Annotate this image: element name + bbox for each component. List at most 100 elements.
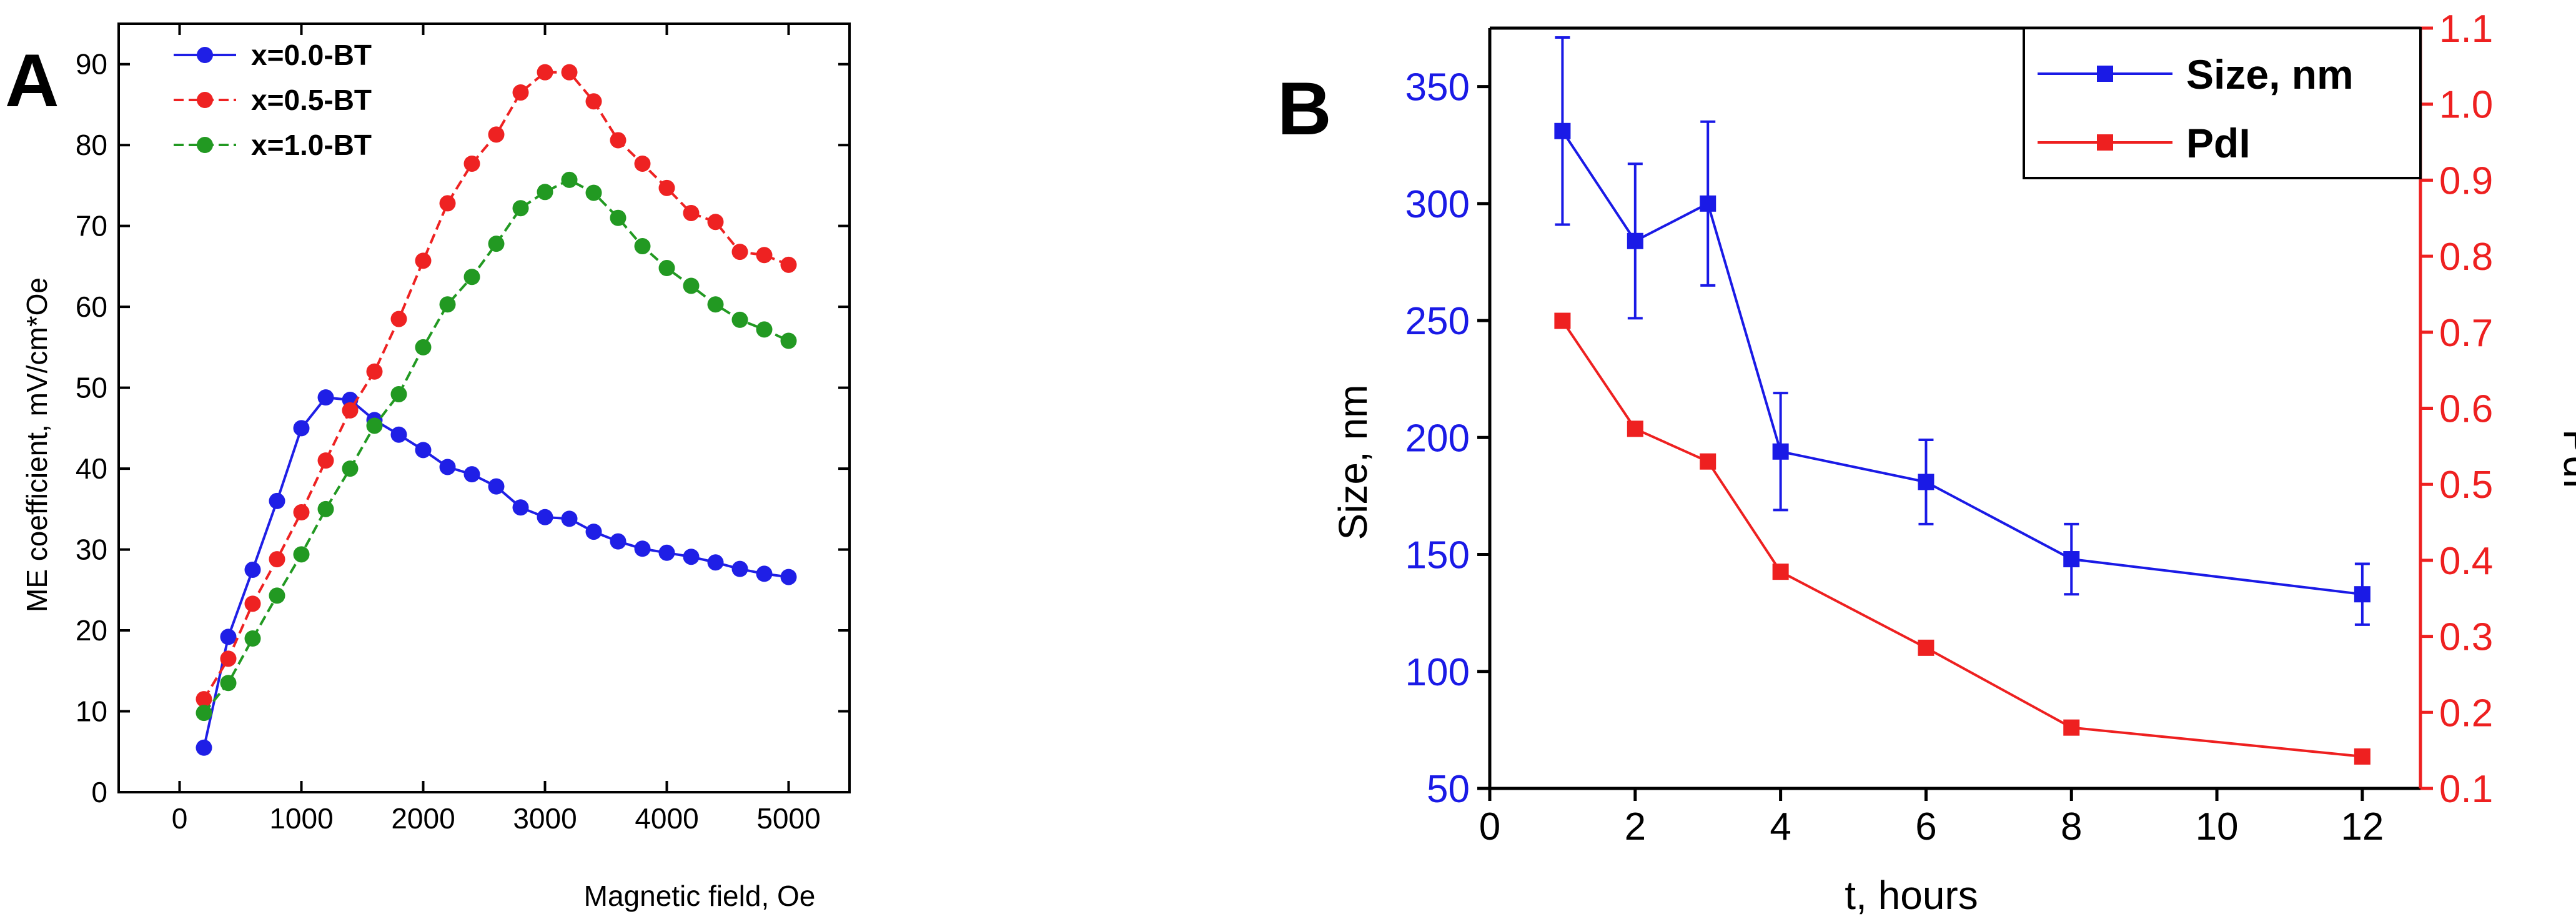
chart-a-point-0 (269, 492, 285, 509)
chart-b-ytick-label: 300 (1405, 183, 1470, 226)
chart-a-point-1 (780, 256, 797, 273)
chart-a-point-1 (439, 195, 456, 212)
chart-a-point-0 (220, 628, 237, 645)
chart-a-ytick-label: 30 (76, 534, 107, 566)
chart-a-point-2 (658, 260, 675, 277)
chart-b-xtick-label: 2 (1625, 805, 1646, 848)
chart-a-point-1 (561, 64, 578, 81)
chart-a-point-1 (342, 402, 359, 419)
chart-a-point-0 (317, 389, 334, 406)
chart-a-xtick-label: 4000 (635, 802, 698, 835)
chart-b-pdi-point (1772, 564, 1789, 580)
chart-b-legend: Size, nm PdI (2023, 27, 2422, 179)
chart-a-point-1 (390, 310, 407, 327)
chart-a-legend-label-2: x=1.0-BT (251, 129, 372, 161)
chart-b-size-point (1627, 232, 1643, 249)
chart-a-ytick-label: 10 (76, 695, 107, 728)
chart-a-point-1 (269, 551, 285, 568)
chart-a-ytick-label: 0 (91, 776, 107, 808)
chart-a-point-0 (196, 739, 212, 756)
chart-a-point-2 (537, 184, 553, 201)
chart-a-point-1 (244, 595, 261, 612)
chart-a-xtick-label: 1000 (269, 802, 333, 835)
chart-b-ytick-label: 350 (1405, 66, 1470, 109)
chart-b-pdi-line (1561, 320, 2363, 758)
chart-b-y2tick-label: 0.7 (2439, 312, 2493, 355)
chart-a-series-line-1 (202, 71, 790, 700)
chart-a-point-2 (269, 587, 285, 604)
chart-a-ytick-label: 40 (76, 452, 107, 485)
chart-a-point-2 (585, 184, 602, 201)
chart-b-pdi-point (1627, 420, 1643, 437)
chart-b-legend-marker-1 (2097, 134, 2113, 151)
chart-a-point-0 (488, 478, 505, 495)
chart-a-ytick-label: 60 (76, 291, 107, 323)
chart-a-point-1 (731, 244, 748, 261)
chart-a-point-0 (244, 561, 261, 578)
chart-a-point-2 (683, 277, 700, 294)
chart-a-legend-marker-0 (197, 47, 213, 63)
chart-a-ytick-label: 90 (76, 48, 107, 81)
chart-a-point-2 (317, 500, 334, 517)
chart-b-y2tick-label: 0.4 (2439, 540, 2493, 583)
chart-a-point-1 (683, 204, 700, 221)
chart-a-point-1 (756, 247, 773, 264)
chart-b-pdi-point (1700, 453, 1717, 470)
chart-a-point-2 (780, 332, 797, 349)
chart-b-pdi-point (1918, 639, 1934, 656)
chart-b-xtick-label: 4 (1770, 805, 1791, 848)
chart-b-size-point (1554, 122, 1571, 139)
chart-a-point-1 (293, 504, 310, 521)
chart-a-point-2 (342, 460, 359, 477)
chart-a-point-1 (634, 155, 651, 172)
chart-b-series (1554, 36, 2370, 765)
chart-a-point-0 (658, 544, 675, 561)
chart-a-point-2 (439, 296, 456, 313)
chart-a-point-0 (537, 509, 553, 525)
chart-a-point-0 (439, 459, 456, 475)
chart-a-point-2 (244, 630, 261, 647)
chart-a-point-2 (293, 546, 310, 563)
chart-b-axes: 0 2 4 6 8 10 12 50 100 150 200 250 300 350 0.1 0.2 0.3 0.… (1405, 7, 2494, 848)
chart-a-ytick-label: 20 (76, 614, 107, 647)
chart-a-xtick-label: 5000 (756, 802, 820, 835)
chart-a-point-1 (463, 155, 480, 172)
chart-a-point-2 (731, 311, 748, 328)
chart-a-point-1 (610, 132, 627, 149)
chart-a-legend: x=0.0-BT x=0.5-BT x=1.0-BT (174, 39, 372, 161)
chart-a-point-1 (537, 64, 553, 81)
chart-b-legend-label-1: PdI (2186, 120, 2251, 166)
chart-a-legend-marker-2 (197, 137, 213, 153)
chart-a-point-2 (196, 705, 212, 722)
chart-a-xlabel: Magnetic field, Oe (584, 880, 816, 912)
chart-a: 0 1000 2000 3000 4000 5000 0 10 20 30 40 50 60 70 80 90… (21, 22, 851, 912)
chart-a-legend-label-1: x=0.5-BT (251, 84, 372, 116)
chart-b-xtick-label: 0 (1479, 805, 1500, 848)
chart-a-point-1 (366, 363, 383, 380)
chart-b-y2tick-label: 0.9 (2439, 159, 2493, 202)
chart-a-point-0 (756, 565, 773, 582)
chart-a-point-0 (415, 442, 432, 459)
chart-b-legend-label-0: Size, nm (2186, 51, 2354, 97)
chart-a-frame (117, 22, 851, 793)
chart-a-legend-marker-1 (197, 92, 213, 108)
chart-a-point-2 (756, 321, 773, 338)
chart-b-size-point (1918, 474, 1934, 490)
chart-b-y2tick-label: 1.1 (2439, 7, 2493, 51)
chart-a-point-2 (707, 296, 724, 313)
chart-a-point-1 (585, 93, 602, 110)
chart-b-pdi-point (2354, 748, 2370, 765)
chart-b-xtick-label: 10 (2196, 805, 2239, 848)
chart-b-ytick-label: 100 (1405, 651, 1470, 694)
chart-a-point-0 (561, 510, 578, 527)
chart-b-size-point (1700, 195, 1717, 212)
chart-a-point-2 (415, 339, 432, 355)
chart-b-ytick-label: 150 (1405, 534, 1470, 577)
chart-a-point-2 (634, 238, 651, 255)
chart-a-legend-label-0: x=0.0-BT (251, 39, 372, 71)
chart-b-y2tick-label: 0.8 (2439, 236, 2493, 279)
chart-a-ylabel: ME coefficient, mV/cm*Oe (21, 277, 53, 612)
chart-a-point-2 (610, 209, 627, 226)
chart-a-point-0 (634, 540, 651, 557)
chart-a-point-0 (683, 549, 700, 565)
